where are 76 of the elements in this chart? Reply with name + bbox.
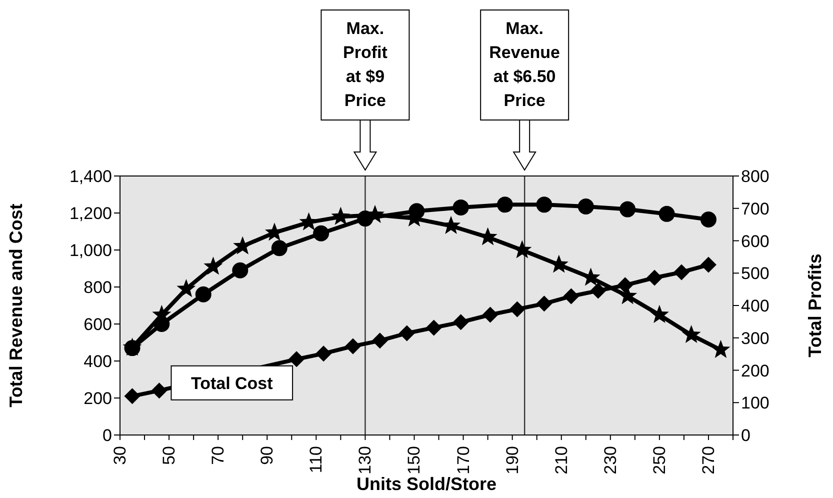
- x-tick-label: 150: [404, 446, 424, 474]
- point: [151, 382, 168, 399]
- point: [124, 340, 140, 356]
- point: [288, 351, 305, 368]
- point: [620, 201, 636, 218]
- x-axis-title: Units Sold/Store: [356, 474, 497, 494]
- point: [452, 199, 469, 216]
- point: [700, 256, 716, 273]
- point: [509, 301, 526, 318]
- y-tick-label: 800: [84, 278, 112, 298]
- point: [563, 288, 580, 304]
- y2-tick-label: 100: [741, 394, 770, 413]
- point: [331, 206, 350, 225]
- text: Max. Profit at $9 Price: [343, 19, 388, 110]
- x-tick-label: 110: [306, 446, 326, 474]
- y-axis-title: Total Revenue and Cost: [6, 204, 26, 408]
- point: [682, 324, 701, 344]
- point: [299, 212, 318, 230]
- point: [271, 240, 288, 256]
- x-tick-label: 90: [258, 446, 277, 465]
- point: [313, 225, 330, 242]
- point: [452, 314, 469, 330]
- point: [700, 211, 716, 228]
- point: [617, 277, 634, 294]
- y2-tick-label: 800: [741, 167, 770, 186]
- text: Max. Revenue at $6.50 Price: [489, 19, 560, 110]
- point: [496, 196, 513, 213]
- y2-tick-label: 500: [741, 264, 770, 284]
- point: [195, 286, 212, 302]
- y2-tick-label: 400: [741, 296, 770, 316]
- y2-tick-label: 200: [741, 361, 770, 380]
- x-tick-label: 250: [650, 446, 669, 474]
- x-tick-label: 190: [502, 446, 522, 474]
- point: [316, 346, 332, 362]
- y2-tick-label: 300: [741, 328, 770, 348]
- x-tick-label: 30: [110, 446, 130, 465]
- point: [674, 264, 690, 280]
- point: [124, 388, 140, 404]
- y2-tick-label: 700: [741, 199, 770, 218]
- y-tick-label: 1,000: [69, 241, 112, 260]
- point: [344, 338, 361, 354]
- point: [372, 332, 388, 349]
- point: [646, 270, 663, 286]
- x-tick-label: 210: [552, 446, 571, 474]
- y2-axis-title: Total Profits: [805, 254, 825, 358]
- x-tick-label: 270: [698, 446, 718, 474]
- point: [536, 196, 552, 213]
- point: [176, 278, 196, 298]
- y-tick-label: 400: [84, 352, 112, 372]
- series-label: Total Cost: [190, 374, 274, 393]
- point: [357, 210, 374, 227]
- point: [482, 306, 498, 323]
- point: [154, 316, 170, 332]
- point: [204, 256, 223, 275]
- point: [536, 296, 552, 312]
- y-tick-label: 0: [102, 426, 112, 446]
- x-tick-label: 50: [160, 446, 179, 465]
- y-tick-label: 600: [84, 315, 112, 334]
- point: [232, 262, 248, 278]
- point: [590, 282, 606, 299]
- x-tick-label: 230: [600, 446, 620, 474]
- y2-tick-label: 600: [741, 232, 770, 251]
- x-tick-label: 70: [208, 446, 228, 465]
- point: [711, 340, 730, 358]
- y-tick-label: 200: [84, 389, 112, 408]
- point: [398, 325, 415, 342]
- point: [426, 320, 442, 336]
- point: [650, 304, 669, 323]
- y-tick-label: 1,200: [69, 204, 112, 224]
- y2-tick-label: 0: [741, 426, 750, 446]
- x-tick-label: 170: [454, 446, 473, 474]
- point: [658, 206, 675, 222]
- x-tick-label: 130: [356, 446, 375, 474]
- point: [578, 198, 594, 215]
- point: [408, 203, 425, 220]
- y-tick-label: 1,400: [69, 167, 112, 186]
